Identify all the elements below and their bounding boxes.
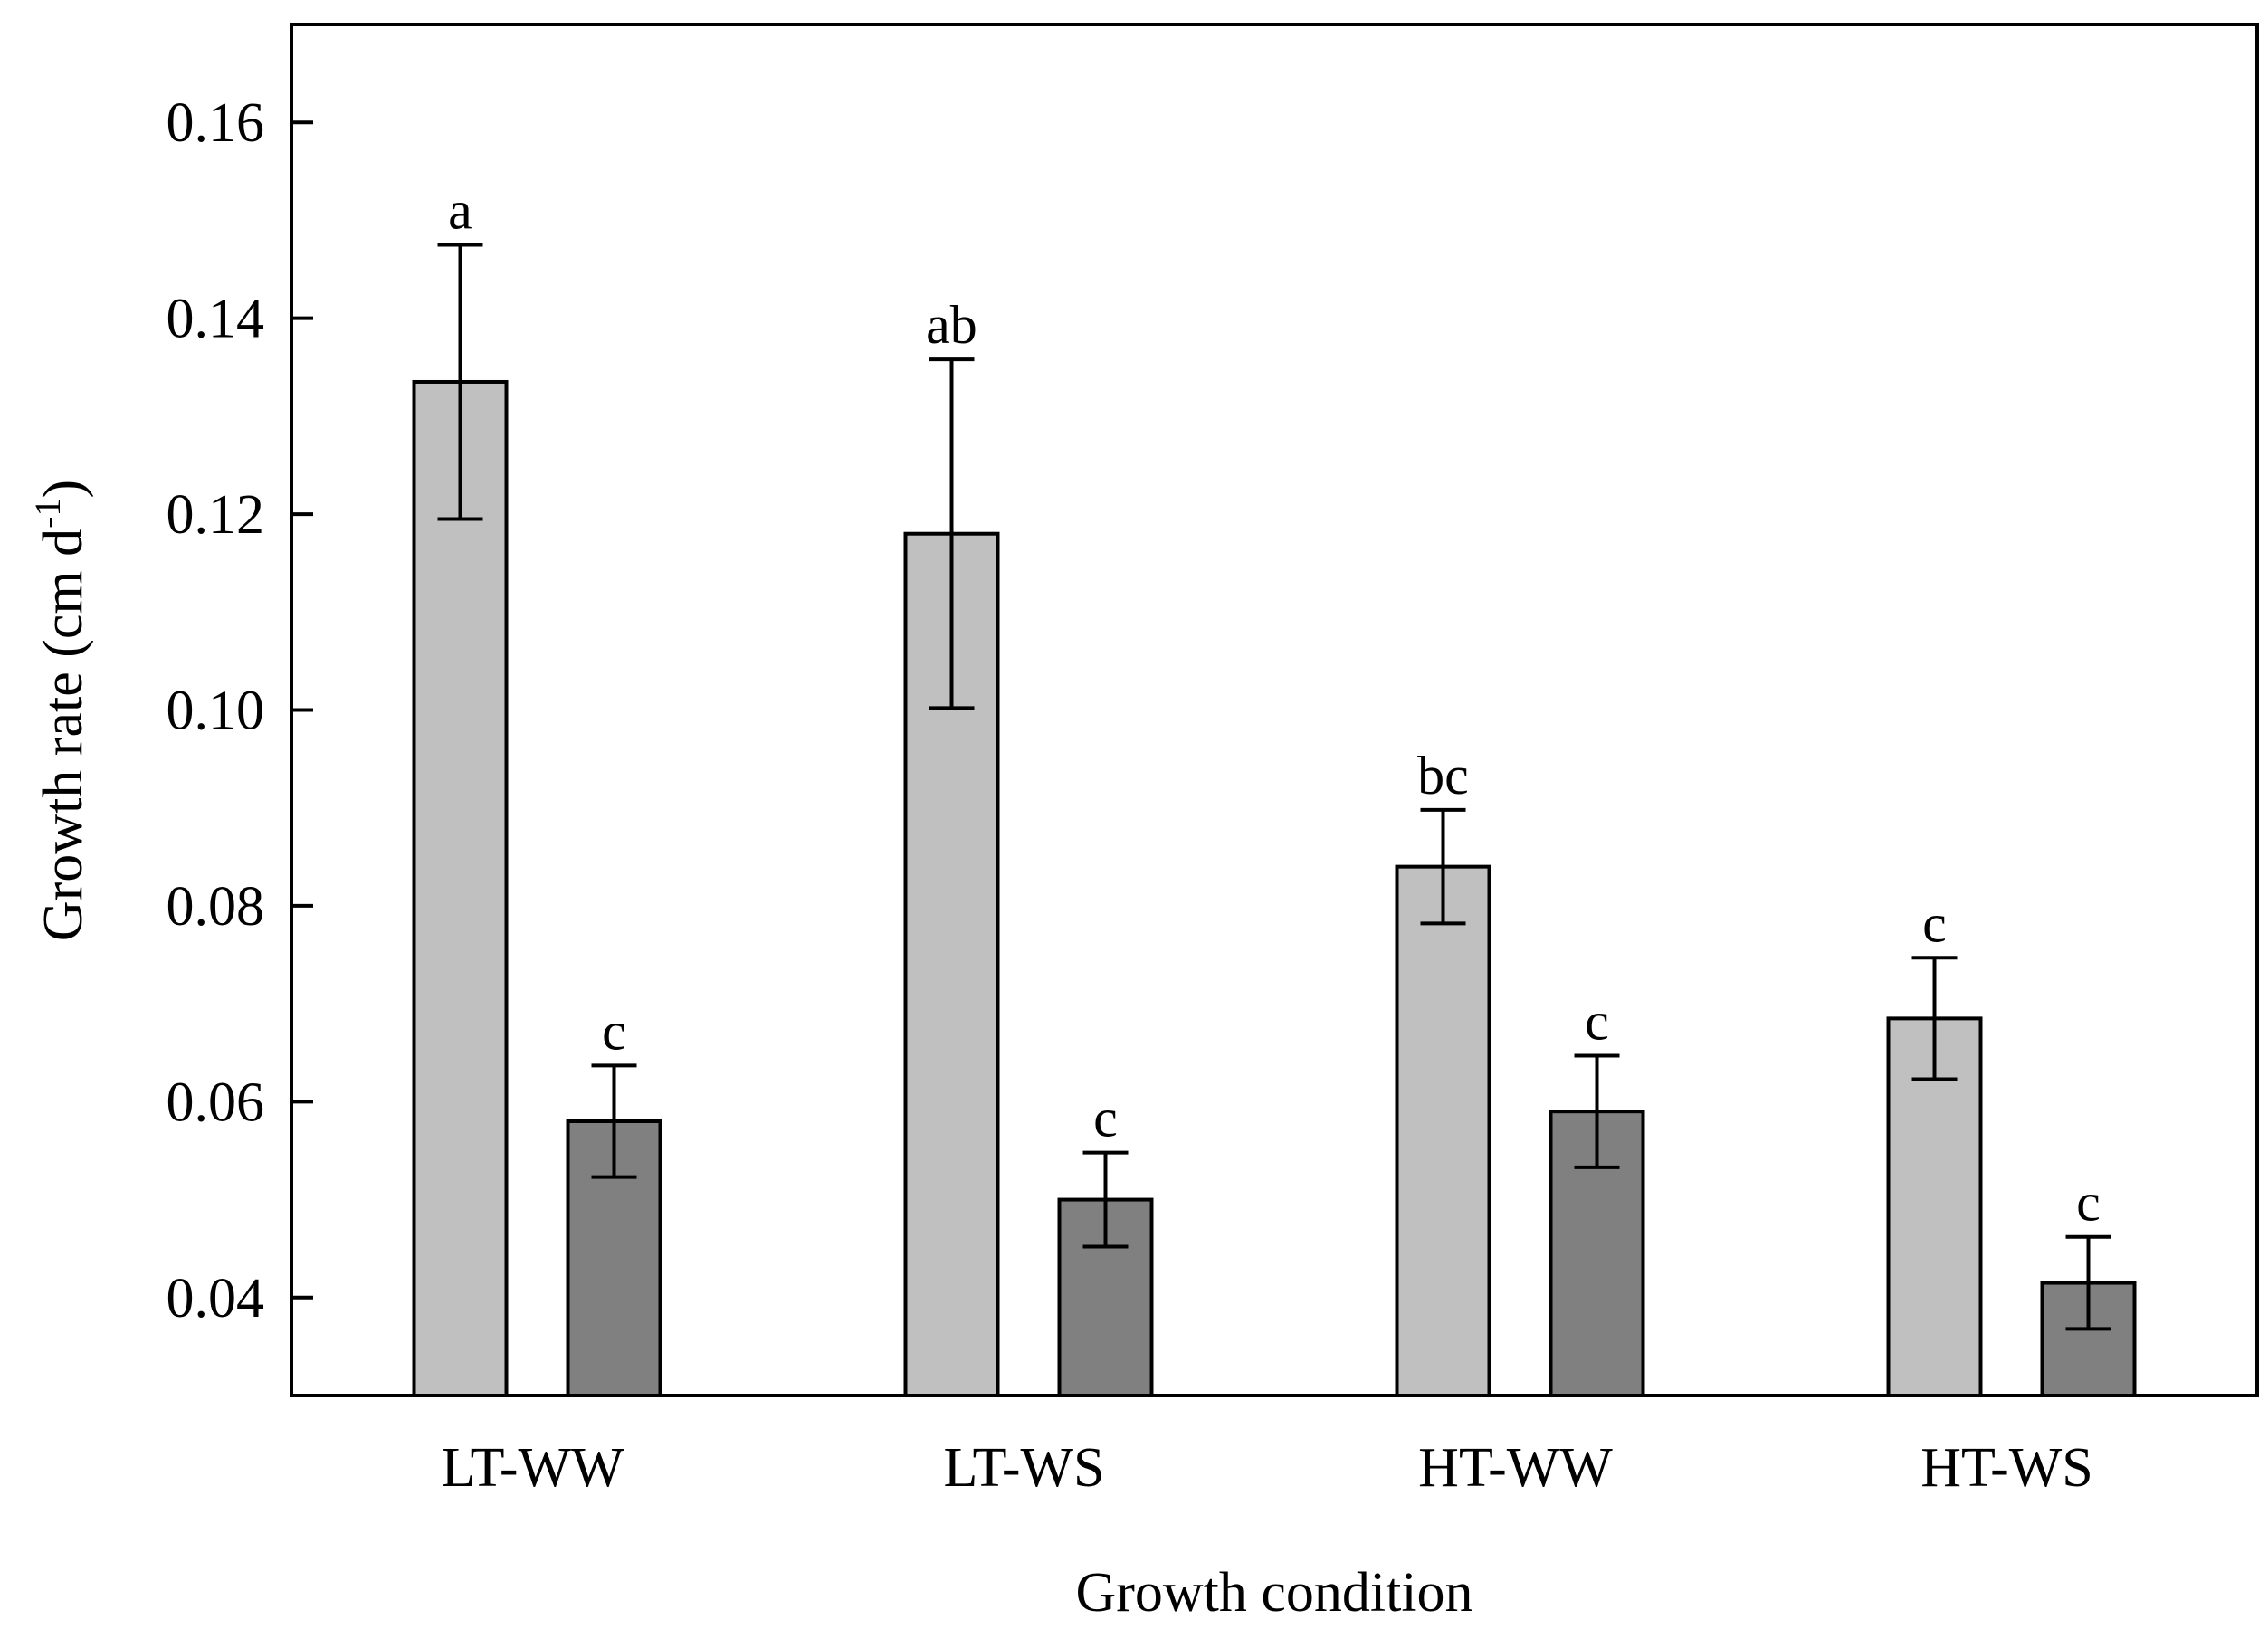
bar — [1395, 864, 1491, 1397]
x-tick-label: LT-WS — [943, 1437, 1104, 1499]
y-tick-label: 0.14 — [167, 289, 265, 350]
x-axis: LT-WW LT-WS HT-WW HT-WS — [441, 1437, 2092, 1499]
bars: a c ab c bc c c c — [412, 180, 2137, 1398]
significance-label: c — [1093, 1089, 1118, 1148]
x-tick-label: HT-WW — [1418, 1437, 1613, 1499]
y-axis-title: Growth rate (cm d-1) — [27, 480, 94, 941]
x-tick-label: LT-WW — [441, 1437, 624, 1499]
y-axis: 0.04 0.06 0.08 0.10 0.12 0.14 0.16 — [167, 92, 313, 1329]
bar — [412, 379, 509, 1397]
significance-label: a — [448, 180, 472, 240]
significance-label: c — [2076, 1173, 2101, 1233]
y-tick-label: 0.16 — [167, 92, 265, 154]
x-axis-title: Growth condition — [1075, 1562, 1472, 1624]
y-tick-label: 0.10 — [167, 681, 265, 742]
y-tick-label: 0.06 — [167, 1072, 265, 1133]
y-axis-title-superscript: -1 — [27, 499, 68, 529]
y-axis-title-close: ) — [33, 480, 94, 499]
y-axis-title-main: Growth rate (cm d — [33, 529, 94, 941]
significance-label: bc — [1417, 746, 1469, 805]
significance-label: ab — [926, 295, 977, 355]
y-tick-label: 0.12 — [167, 484, 265, 546]
significance-label: c — [602, 1001, 626, 1061]
bar — [1886, 1016, 1983, 1397]
x-tick-label: HT-WS — [1920, 1437, 2093, 1499]
y-tick-label: 0.08 — [167, 876, 265, 938]
significance-label: c — [1585, 991, 1609, 1051]
y-tick-label: 0.04 — [167, 1268, 265, 1329]
significance-label: c — [1922, 893, 1947, 953]
